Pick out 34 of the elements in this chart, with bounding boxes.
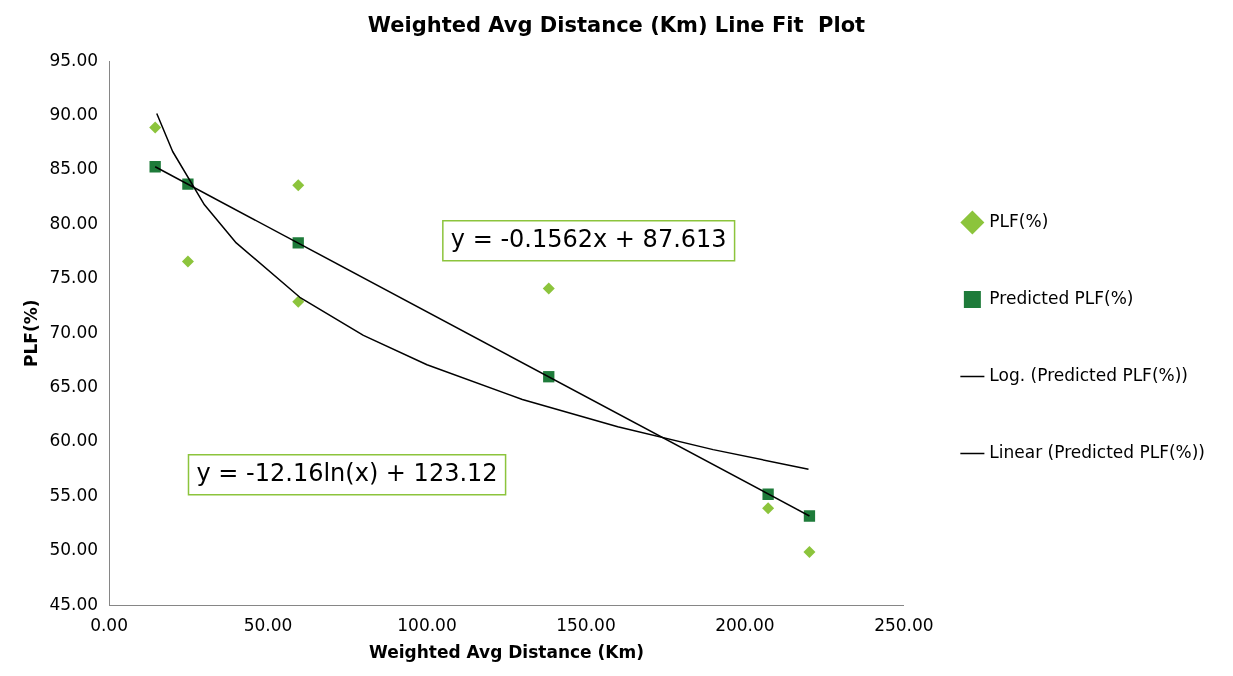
y-tick-label: 85.00: [49, 158, 99, 179]
y-tick-label: 80.00: [49, 212, 99, 233]
point: [542, 282, 555, 295]
point: [803, 510, 816, 522]
x-tick-label: 250.00: [874, 614, 934, 635]
point: [762, 502, 775, 515]
y-tick-label: 60.00: [49, 430, 99, 451]
point: [292, 179, 305, 192]
x-axis-title: Weighted Avg Distance (Km): [368, 642, 644, 663]
y-tick-label: 65.00: [49, 376, 99, 397]
legend-label: PLF(%): [989, 210, 1049, 231]
point: [803, 545, 816, 558]
y-tick-label: 95.00: [49, 49, 99, 70]
legend-label: Log. (Predicted PLF(%)): [989, 364, 1188, 385]
point: [292, 295, 305, 308]
chart-title: Weighted Avg Distance (Km) Line Fit Plot: [367, 13, 866, 38]
x-tick-label: 0.00: [90, 614, 128, 635]
y-tick-label: 50.00: [49, 539, 99, 560]
x-tick-label: 150.00: [556, 614, 616, 635]
y-tick-label: 70.00: [49, 321, 99, 342]
y-tick-label: 90.00: [49, 104, 99, 125]
legend-label: Linear (Predicted PLF(%)): [989, 441, 1206, 462]
annotation: y = -12.16ln(x) + 123.12: [196, 458, 498, 487]
y-tick-label: 55.00: [49, 484, 99, 505]
annotation: y = -0.1562x + 87.613: [450, 224, 727, 253]
point: [149, 121, 162, 134]
y-tick-label: 45.00: [49, 593, 99, 614]
y-axis-title: PLF(%): [20, 299, 41, 367]
point: [181, 255, 194, 268]
x-tick-label: 200.00: [715, 614, 775, 635]
x-tick-label: 50.00: [243, 614, 293, 635]
legend-label: Predicted PLF(%): [989, 287, 1134, 308]
x-tick-label: 100.00: [397, 614, 457, 635]
y-tick-label: 75.00: [49, 267, 99, 288]
